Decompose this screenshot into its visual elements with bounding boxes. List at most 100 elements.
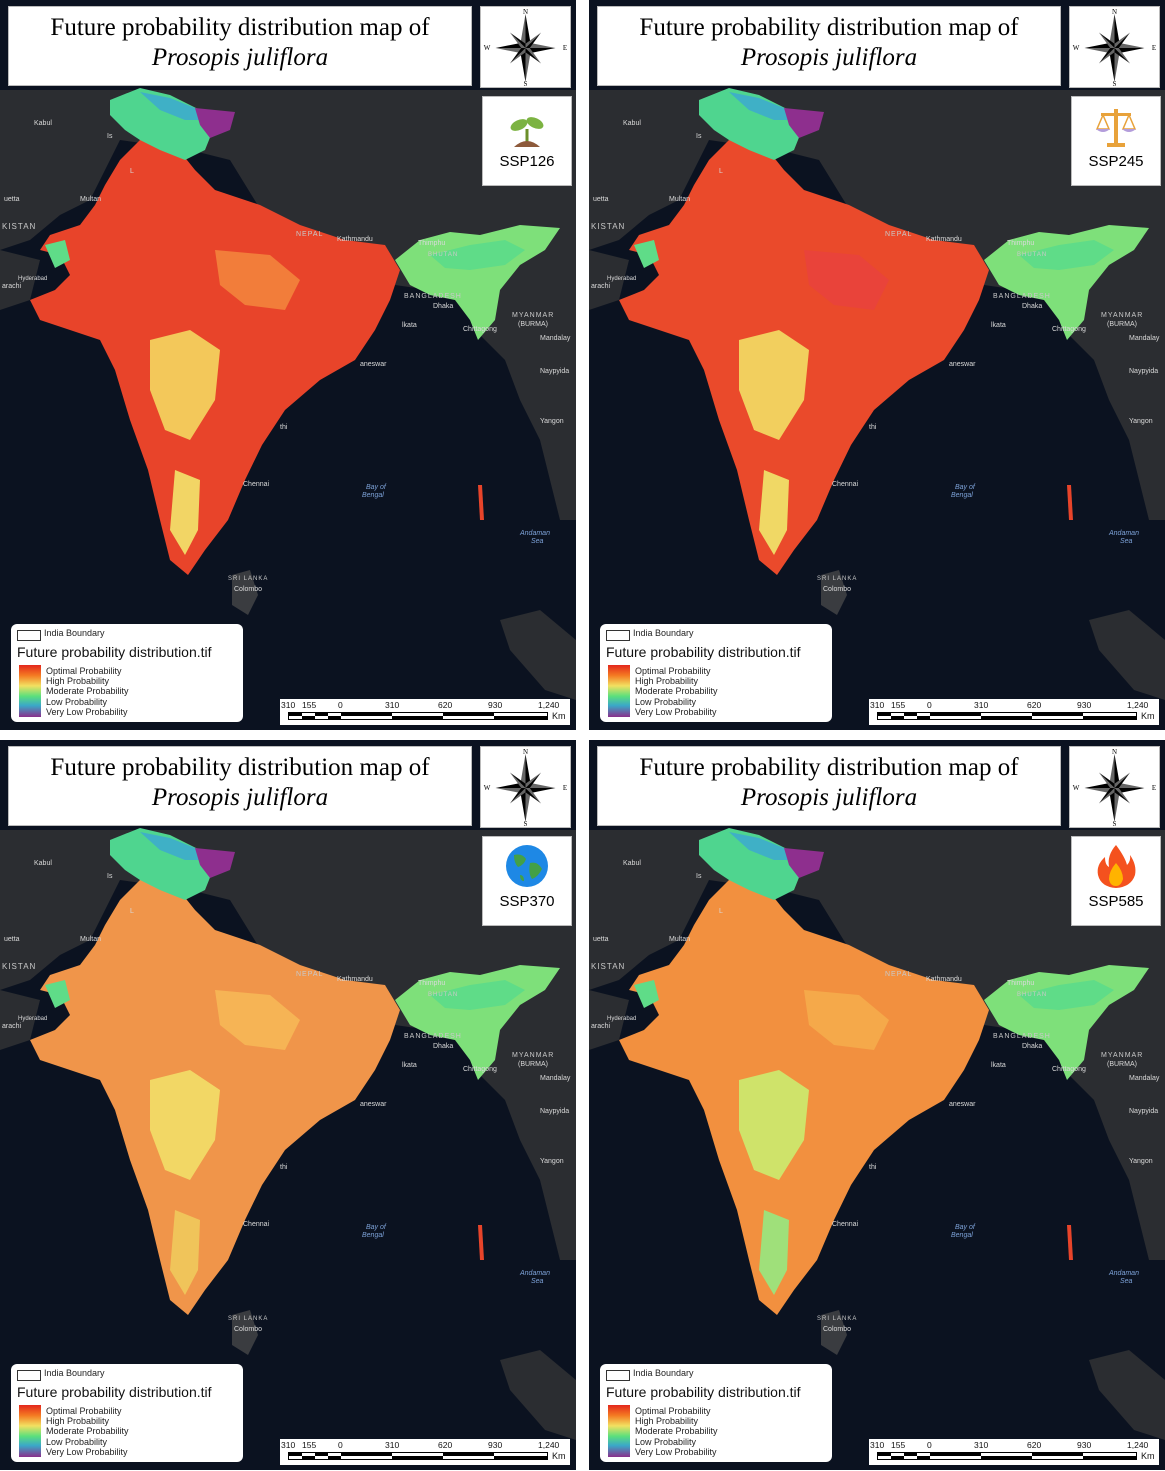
- neighbor-land-west: [589, 990, 629, 1050]
- raster-title: Future probability distribution.tif: [17, 1384, 212, 1400]
- legend-class: Very Low Probability: [635, 1447, 717, 1457]
- scale-unit: Km: [1141, 1451, 1155, 1461]
- legend-class: Optimal Probability: [46, 666, 122, 676]
- place-label: Bengal: [951, 492, 973, 499]
- place-label: Thimphu: [418, 980, 446, 987]
- myanmar-land: [460, 1040, 576, 1260]
- compass-w: W: [1073, 784, 1080, 792]
- north-arrow: N S E W: [1069, 6, 1160, 88]
- place-label: Naypyida: [540, 368, 570, 375]
- neighbor-land-west: [0, 250, 40, 310]
- place-label: Chennai: [243, 1221, 270, 1228]
- kutch-green-zone: [45, 980, 70, 1008]
- compass-s: S: [1113, 80, 1117, 87]
- place-label: Colombo: [234, 1326, 263, 1333]
- place-label: L: [130, 908, 134, 915]
- north-arrow: N S E W: [480, 746, 571, 828]
- place-label: Hyderabad: [18, 276, 48, 282]
- place-label: Chennai: [832, 1221, 859, 1228]
- sri-lanka: [232, 1310, 258, 1355]
- place-label: Colombo: [823, 1326, 852, 1333]
- place-label: Andaman: [520, 1270, 550, 1277]
- neighbor-land-west: [589, 250, 629, 310]
- place-label: BANGLADESH: [993, 1033, 1051, 1040]
- place-label: Bay of: [366, 484, 386, 491]
- place-label: Chittagong: [1052, 1066, 1086, 1073]
- map-title-box: Future probability distribution map of P…: [597, 746, 1061, 826]
- scale-bar: 310 155 0 310 620 930 1,240: [280, 1439, 570, 1465]
- place-label: Yangon: [1129, 1158, 1153, 1165]
- andaman-islands: [478, 1225, 484, 1260]
- kutch-green-zone: [634, 240, 659, 268]
- place-label: Dhaka: [1022, 303, 1043, 310]
- compass-e: E: [563, 44, 567, 52]
- legend-class: Moderate Probability: [635, 1426, 718, 1436]
- color-ramp: [19, 665, 41, 717]
- scale-tick: 310: [281, 1440, 296, 1450]
- legend-class: High Probability: [46, 676, 110, 686]
- place-label: NEPAL: [296, 231, 324, 238]
- south-moderate-zone: [170, 1210, 200, 1295]
- place-label: Is: [696, 133, 702, 140]
- legend-class: Moderate Probability: [46, 1426, 129, 1436]
- place-label: uetta: [593, 196, 609, 203]
- place-label: KISTAN: [2, 222, 37, 231]
- north-very-low-zone: [140, 832, 205, 860]
- compass-rose-icon: N S E W: [1073, 748, 1156, 828]
- species-name: Prosopis juliflora: [151, 44, 329, 71]
- place-label: Multan: [669, 936, 691, 943]
- place-label: KISTAN: [591, 962, 626, 971]
- legend-class: Very Low Probability: [46, 1447, 128, 1457]
- scale-bar: 310 155 0 310 620 930 1,240: [869, 699, 1159, 725]
- place-label: MYANMAR: [512, 312, 555, 319]
- myanmar-land: [1049, 1040, 1165, 1260]
- place-label: Hyderabad: [607, 276, 637, 282]
- place-label: aneswar: [949, 361, 976, 368]
- sumatra-land: [1089, 610, 1165, 700]
- place-label: Dhaka: [1022, 1043, 1043, 1050]
- andaman-islands: [478, 485, 484, 520]
- scale-tick: 310: [870, 700, 885, 710]
- myanmar-land: [1049, 300, 1165, 520]
- scale-tick: 0: [338, 700, 343, 710]
- raster-title: Future probability distribution.tif: [606, 1384, 801, 1400]
- place-label: Bay of: [955, 1224, 975, 1231]
- scale-tick: 620: [1027, 1440, 1042, 1450]
- place-label: Bay of: [366, 1224, 386, 1231]
- place-label: Kabul: [34, 860, 52, 867]
- place-label: Sea: [531, 1278, 544, 1285]
- scale-tick: 1,240: [1127, 1440, 1149, 1450]
- scale-bar: 310 155 0 310 620 930 1,240: [280, 699, 570, 725]
- legend-class: High Probability: [635, 676, 699, 686]
- northeast-green-zone: [430, 980, 525, 1010]
- compass-w: W: [1073, 44, 1080, 52]
- place-label: Yangon: [540, 1158, 564, 1165]
- map-canvas: [0, 740, 576, 1470]
- south-moderate-zone: [759, 1210, 789, 1295]
- scale-bar-graphic: [288, 712, 548, 720]
- place-label: Dhaka: [433, 303, 454, 310]
- scale-tick: 930: [488, 700, 503, 710]
- ladakh-very-low-zone: [784, 848, 824, 878]
- scale-tick: 310: [974, 700, 989, 710]
- place-label: uetta: [4, 196, 20, 203]
- place-label: Thimphu: [418, 240, 446, 247]
- scale-tick: 310: [974, 1440, 989, 1450]
- place-label: MYANMAR: [1101, 312, 1144, 319]
- boundary-label: India Boundary: [44, 1368, 105, 1378]
- raster-title: Future probability distribution.tif: [17, 644, 212, 660]
- place-label: Sea: [531, 538, 544, 545]
- place-label: Chennai: [243, 481, 270, 488]
- sri-lanka: [821, 570, 847, 615]
- north-arrow: N S E W: [480, 6, 571, 88]
- scale-tick: 930: [1077, 700, 1092, 710]
- place-label: Kabul: [623, 120, 641, 127]
- map-title: Future probability distribution map of: [639, 754, 1019, 781]
- place-label: Sea: [1120, 538, 1133, 545]
- place-label: L: [130, 168, 134, 175]
- place-label: lkata: [991, 322, 1006, 329]
- boundary-label: India Boundary: [633, 628, 694, 638]
- kutch-green-zone: [634, 980, 659, 1008]
- scale-tick: 0: [338, 1440, 343, 1450]
- scale-tick: 310: [385, 1440, 400, 1450]
